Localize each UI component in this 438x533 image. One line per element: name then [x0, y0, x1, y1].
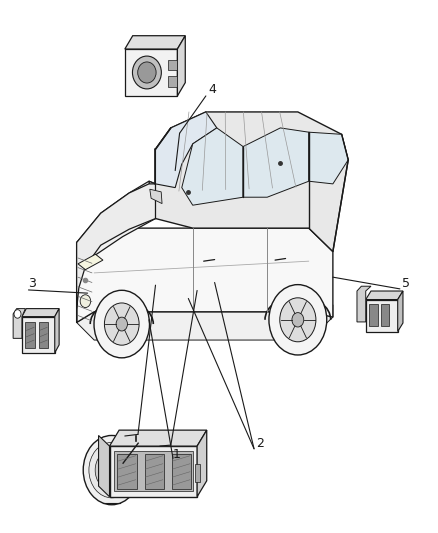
Bar	[168, 60, 177, 70]
Polygon shape	[197, 430, 207, 497]
Bar	[25, 322, 35, 348]
Polygon shape	[110, 446, 197, 497]
Polygon shape	[114, 451, 193, 491]
Polygon shape	[149, 112, 348, 252]
Circle shape	[269, 285, 327, 355]
Polygon shape	[77, 228, 333, 322]
Circle shape	[83, 435, 140, 505]
Polygon shape	[13, 309, 25, 338]
Ellipse shape	[132, 56, 161, 89]
Polygon shape	[55, 309, 59, 353]
Bar	[145, 454, 164, 489]
Polygon shape	[398, 291, 403, 332]
Circle shape	[116, 317, 127, 331]
Circle shape	[101, 457, 123, 483]
Text: 4: 4	[208, 83, 216, 96]
Polygon shape	[243, 128, 309, 197]
Bar	[39, 322, 48, 348]
Polygon shape	[22, 309, 59, 317]
Circle shape	[104, 303, 139, 345]
Polygon shape	[357, 286, 371, 322]
Polygon shape	[150, 189, 162, 204]
Polygon shape	[177, 36, 185, 96]
Text: 5: 5	[402, 277, 410, 290]
Polygon shape	[77, 305, 333, 340]
Ellipse shape	[138, 62, 156, 83]
Bar	[369, 304, 378, 326]
Polygon shape	[125, 36, 185, 49]
Polygon shape	[77, 184, 155, 322]
Polygon shape	[366, 291, 403, 300]
Bar	[381, 304, 389, 326]
Polygon shape	[110, 430, 207, 446]
Polygon shape	[309, 132, 348, 184]
Circle shape	[292, 312, 304, 327]
Circle shape	[280, 298, 316, 342]
Polygon shape	[22, 317, 55, 353]
Circle shape	[14, 310, 21, 318]
Bar	[131, 441, 144, 453]
Circle shape	[94, 290, 149, 358]
Bar	[117, 454, 137, 489]
Bar	[168, 76, 177, 86]
Text: 1: 1	[173, 448, 181, 461]
Circle shape	[80, 295, 91, 308]
Polygon shape	[366, 300, 398, 332]
Polygon shape	[182, 128, 243, 205]
Polygon shape	[155, 112, 217, 188]
Polygon shape	[77, 181, 155, 272]
Polygon shape	[99, 435, 110, 497]
Circle shape	[95, 450, 128, 490]
Bar	[172, 454, 191, 489]
Text: 2: 2	[256, 437, 264, 450]
Polygon shape	[125, 49, 177, 96]
Circle shape	[89, 442, 134, 498]
Text: 3: 3	[28, 277, 36, 290]
Polygon shape	[78, 254, 103, 270]
Bar	[195, 464, 200, 482]
Circle shape	[106, 463, 118, 478]
